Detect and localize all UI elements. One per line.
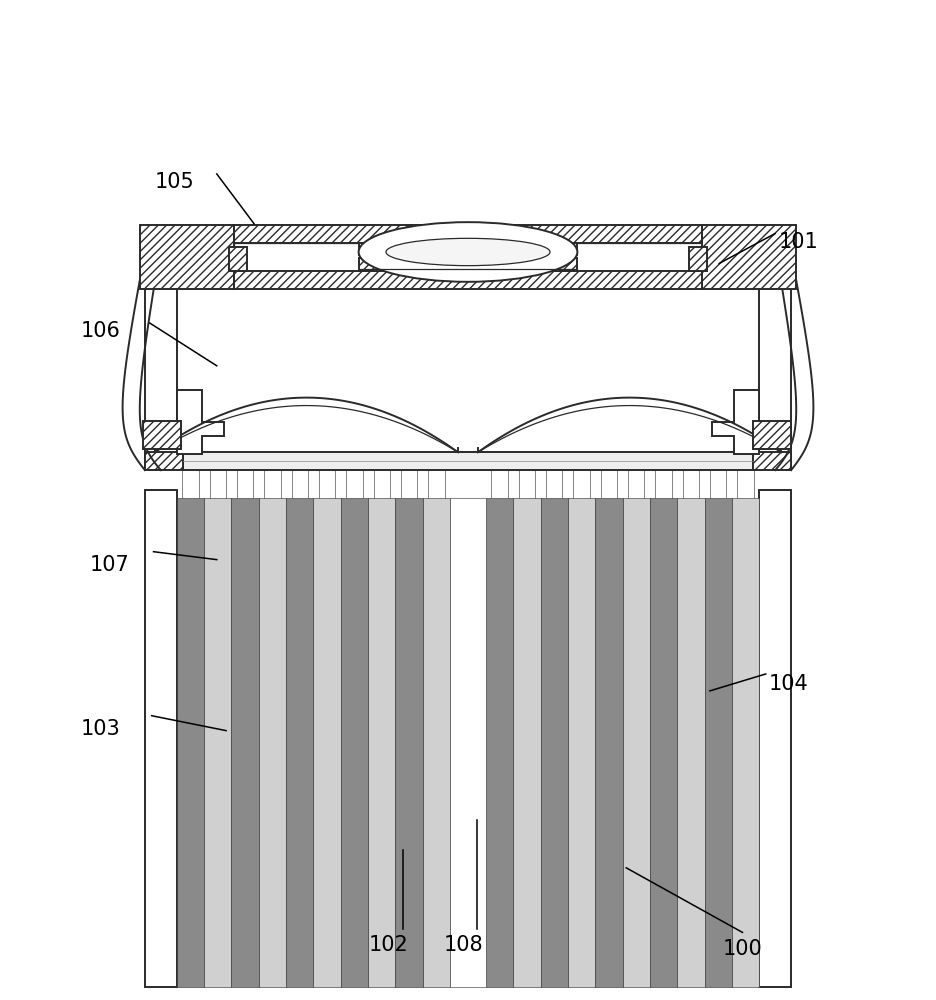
Bar (702, 225, 796, 289)
Polygon shape (759, 490, 791, 987)
Bar (358, 258, 578, 271)
Bar (229, 247, 247, 271)
Text: 107: 107 (90, 555, 130, 575)
Polygon shape (286, 498, 314, 987)
Bar (145, 452, 183, 470)
Text: 108: 108 (444, 935, 483, 955)
Ellipse shape (386, 238, 550, 266)
Polygon shape (183, 452, 753, 470)
Polygon shape (678, 498, 705, 987)
Polygon shape (314, 498, 341, 987)
Polygon shape (568, 498, 595, 987)
Polygon shape (341, 498, 368, 987)
Text: 101: 101 (779, 232, 818, 252)
Polygon shape (711, 390, 759, 454)
Polygon shape (395, 498, 423, 987)
Ellipse shape (358, 222, 578, 282)
Bar (234, 225, 702, 243)
Polygon shape (177, 390, 225, 454)
Polygon shape (513, 498, 541, 987)
Polygon shape (622, 498, 650, 987)
Polygon shape (595, 498, 622, 987)
Bar (234, 271, 702, 289)
Text: 106: 106 (80, 321, 121, 341)
Bar (143, 421, 181, 449)
Polygon shape (368, 498, 395, 987)
Text: 100: 100 (723, 939, 762, 959)
Polygon shape (231, 498, 258, 987)
Polygon shape (258, 498, 286, 987)
Bar (753, 421, 791, 449)
Text: 103: 103 (80, 719, 121, 739)
Text: 105: 105 (155, 172, 195, 192)
Polygon shape (145, 490, 177, 987)
Text: 102: 102 (369, 935, 409, 955)
Bar (358, 243, 578, 255)
Bar (753, 452, 791, 470)
Polygon shape (486, 498, 513, 987)
Polygon shape (650, 498, 678, 987)
Polygon shape (541, 498, 568, 987)
Bar (689, 247, 707, 271)
Polygon shape (204, 498, 231, 987)
Polygon shape (177, 498, 204, 987)
Polygon shape (234, 243, 702, 271)
Text: 104: 104 (769, 674, 809, 694)
Polygon shape (705, 498, 732, 987)
Bar (140, 225, 234, 289)
Polygon shape (450, 498, 486, 987)
Polygon shape (423, 498, 450, 987)
Polygon shape (732, 498, 759, 987)
